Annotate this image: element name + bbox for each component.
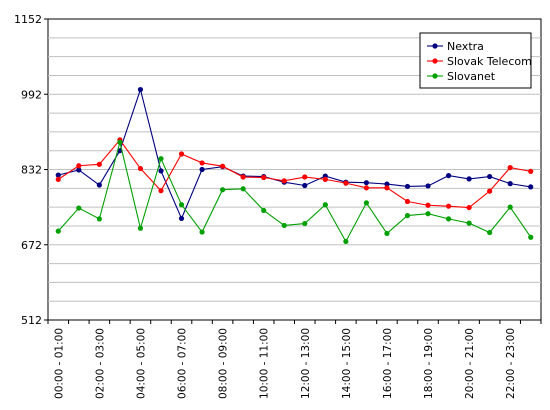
data-point [487,173,493,180]
x-tick-label: 18:00 - 19:00 [423,328,435,399]
y-tick-label: 992 [21,88,42,101]
data-point [240,186,246,192]
legend-label: Nextra [447,40,484,53]
x-tick-label: 16:00 - 17:00 [382,328,394,399]
data-point [158,168,164,174]
legend-label: Slovak Telecom [447,55,532,68]
data-point [178,202,185,208]
data-point [96,161,102,167]
data-point [507,181,513,187]
series-slovanet [55,139,534,245]
series-slovak-telecom [55,137,534,211]
data-point [363,180,369,186]
data-point [528,234,534,240]
y-tick-label: 672 [21,239,42,252]
data-point [302,182,308,189]
series-line [58,87,531,220]
data-point [261,174,267,181]
x-tick-label: 00:00 - 01:00 [53,328,65,399]
y-axis: 512 672 832 992 1152 [14,13,48,327]
data-point [343,180,349,186]
data-point [178,151,185,157]
legend-swatch-marker [432,43,438,49]
data-point [528,168,534,174]
data-point [158,156,164,162]
series-line [57,138,531,209]
x-tick-label: 06:00 - 07:00 [177,328,189,399]
data-point [404,198,411,205]
data-point [76,167,82,173]
legend-label: Slovanet [447,70,496,83]
data-point [76,163,82,169]
y-tick-label: 832 [21,164,42,177]
series-group [55,86,534,245]
data-point [158,188,164,194]
data-point [487,229,493,236]
data-point [322,202,328,208]
data-point [137,165,144,172]
x-tick-label: 02:00 - 03:00 [94,328,106,399]
data-point [302,174,308,180]
data-point [55,176,61,182]
x-tick-label: 10:00 - 11:00 [259,328,271,399]
x-axis: 00:00 - 01:00 02:00 - 03:00 04:00 - 05:00 0… [47,320,542,399]
x-tick-label: 08:00 - 09:00 [218,328,230,399]
data-point [384,181,390,187]
x-tick-label: 20:00 - 21:00 [464,328,476,399]
data-point [425,202,431,208]
data-point [425,183,431,189]
x-tick-label: 22:00 - 23:00 [505,328,517,399]
data-point [117,139,123,145]
x-tick-label: 14:00 - 15:00 [341,328,353,399]
data-point [137,225,144,231]
data-point [55,172,61,178]
legend-swatch-marker [432,58,438,64]
data-point [507,165,513,171]
data-point [281,222,287,229]
data-point [281,178,287,184]
data-point [199,166,205,173]
data-point [445,203,452,209]
data-point [55,228,61,234]
data-point [384,185,390,191]
data-point [96,216,102,222]
x-tick-label: 04:00 - 05:00 [135,328,147,399]
data-point [199,160,205,166]
data-point [96,182,102,188]
data-point [322,176,328,182]
data-point [466,204,472,211]
data-point [425,211,431,217]
x-tick-label: 12:00 - 13:00 [300,328,312,399]
data-point [404,183,411,190]
data-point [199,229,205,235]
data-point [137,86,144,93]
data-point [466,220,472,226]
data-point [363,185,369,191]
data-point [240,174,246,180]
y-tick-label: 512 [21,314,42,327]
data-point [363,200,369,206]
data-point [445,216,452,222]
data-point [466,176,472,182]
data-point [220,187,226,193]
data-point [220,163,226,169]
data-point [507,204,513,210]
data-point [261,207,267,214]
data-point [302,220,308,227]
data-point [487,188,493,194]
data-point [178,215,185,222]
legend: Nextra Slovak Telecom Slovanet [419,32,532,89]
data-point [528,184,534,190]
data-point [343,238,349,245]
data-point [445,173,452,179]
data-point [76,205,82,211]
legend-swatch-marker [432,73,438,79]
series-line [57,142,532,243]
data-point [384,230,390,237]
data-point [404,212,411,219]
y-tick-label: 1152 [14,13,42,26]
